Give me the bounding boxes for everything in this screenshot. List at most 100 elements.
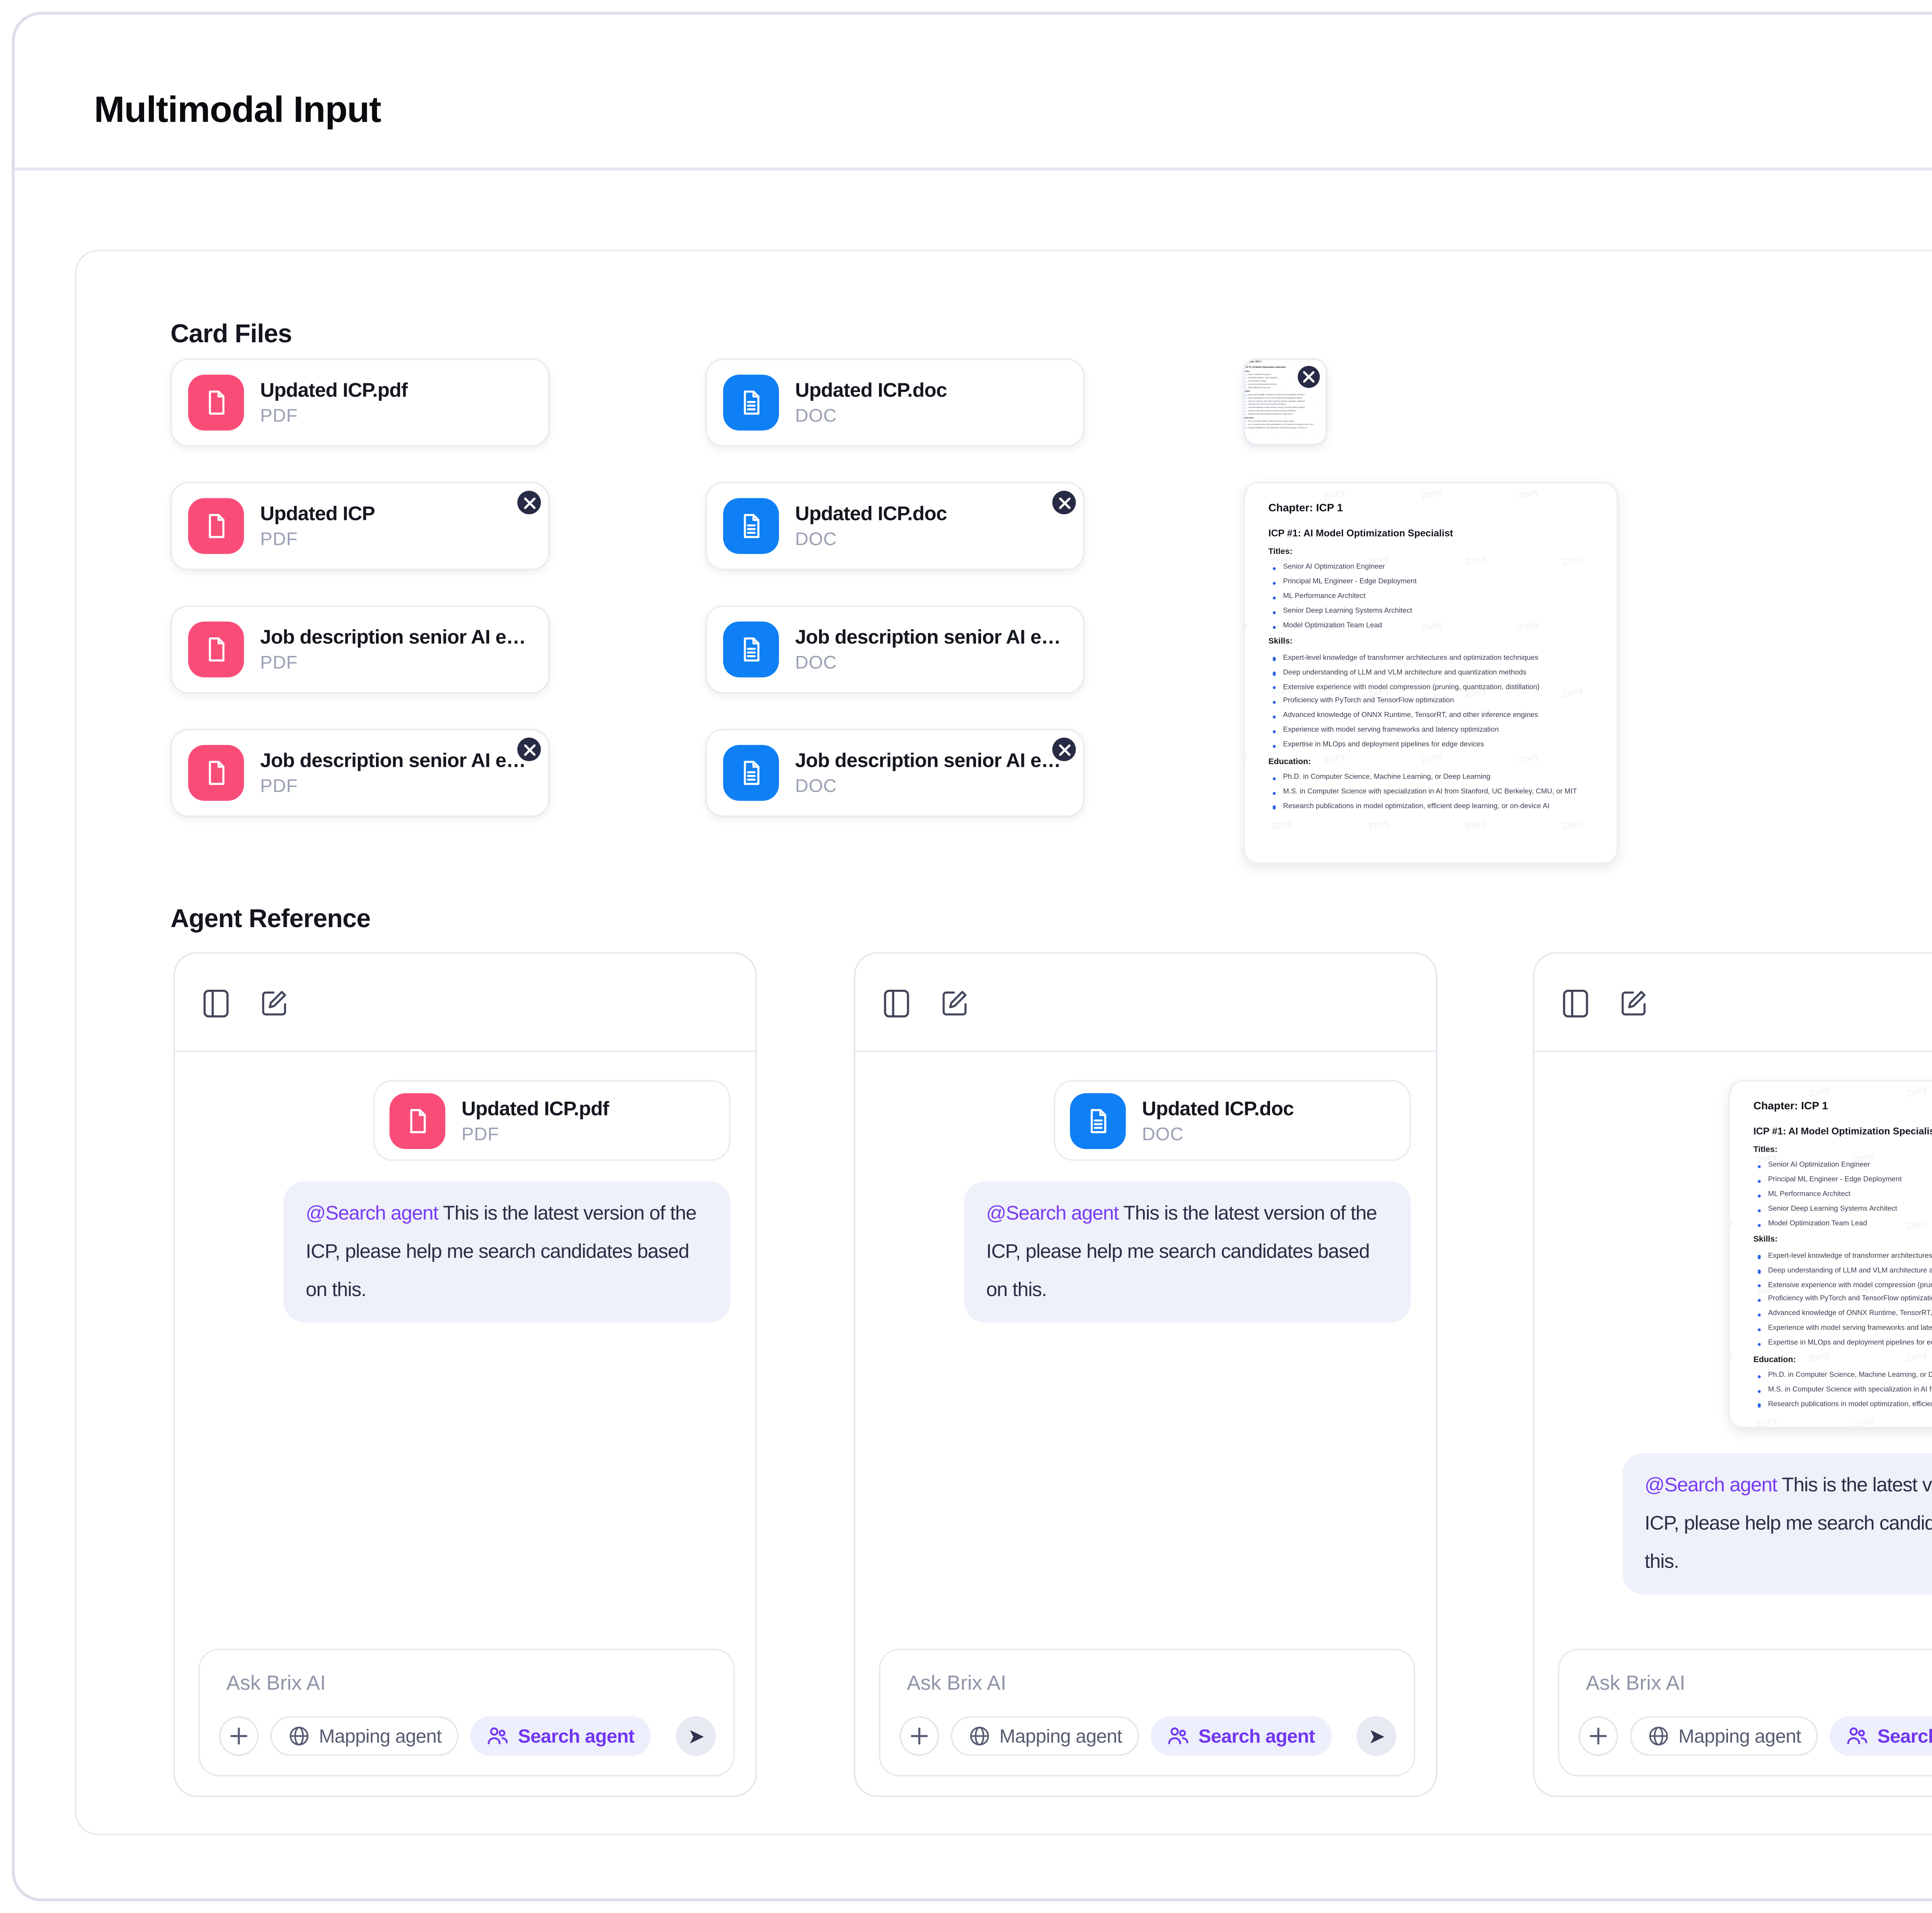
document-bullet: Principal ML Engineer - Edge Deployment — [1245, 377, 1326, 379]
document-bullet-list: Expert-level knowledge of transformer ar… — [1269, 655, 1594, 750]
document-bullet: Experience with model serving frameworks… — [1269, 728, 1594, 736]
user-message-bubble: @Search agent This is the latest version… — [284, 1181, 731, 1323]
document-bullet: Expert-level knowledge of transformer ar… — [1269, 655, 1594, 663]
file-name: Job description senior AI engi... — [795, 626, 1071, 648]
send-button[interactable] — [676, 1716, 716, 1756]
watermark-text: Zoey — [1464, 817, 1488, 833]
bullet-dot — [1758, 1284, 1761, 1288]
search-agent-chip[interactable]: Search agent — [1151, 1716, 1331, 1756]
mapping-agent-chip[interactable]: Mapping agent — [1630, 1716, 1819, 1756]
document-bullet: Senior AI Optimization Engineer — [1245, 374, 1326, 376]
document-section-heading: Skills: — [1245, 390, 1250, 392]
watermark-text: Zoey — [1270, 817, 1294, 833]
bullet-dot — [1246, 394, 1247, 396]
panel-body: Updated ICP.doc DOC @Search agent This i… — [855, 1052, 1436, 1796]
sidebar-toggle-icon[interactable] — [198, 984, 233, 1021]
document-section-heading: Education: — [1753, 1356, 1796, 1365]
document-title: Chapter: ICP 1 — [1268, 501, 1343, 515]
bullet-dot — [1246, 421, 1247, 422]
file-card[interactable]: Updated ICP PDF — [170, 482, 550, 570]
file-name: Updated ICP.doc — [1142, 1097, 1294, 1119]
document-bullet: Model Optimization Team Lead — [1245, 387, 1326, 389]
document-preview-card[interactable]: Zoey Zoey Zoey Zoey Zoey Zoey Zoey Zoey Zoey Zoey… — [1243, 482, 1618, 864]
pdf-file-icon — [188, 745, 244, 801]
agent-mention[interactable]: @Search agent — [1645, 1474, 1777, 1496]
chat-input-box[interactable]: Mapping agent Search agent — [198, 1648, 735, 1777]
chat-input-toolbar: Mapping agent Search agent — [899, 1716, 1396, 1756]
attached-file-card[interactable]: Updated ICP.pdf PDF — [373, 1080, 731, 1161]
search-agent-chip[interactable]: Search agent — [1830, 1716, 1932, 1756]
agent-panel-doc: Updated ICP.doc DOC @Search agent This i… — [854, 952, 1437, 1797]
document-section-heading: Titles: — [1753, 1146, 1777, 1155]
document-subtitle: ICP #1: AI Model Optimization Specialist — [1268, 529, 1453, 539]
file-type: PDF — [260, 652, 298, 673]
file-card[interactable]: Updated ICP.doc DOC — [705, 482, 1085, 570]
document-bullet: Experience with model serving frameworks… — [1245, 410, 1326, 412]
users-icon — [1168, 1727, 1189, 1745]
bullet-dot — [1758, 1209, 1761, 1212]
document-thumbnail[interactable]: Zoey Zoey Zoey Zoey Zoey Zoey Zoey Zoey Zoey Zoey… — [1243, 358, 1327, 445]
sidebar-toggle-icon[interactable] — [1558, 984, 1593, 1021]
watermark-text: Zoey — [1243, 751, 1250, 767]
agent-mention[interactable]: @Search agent — [306, 1202, 439, 1224]
attached-file-card[interactable]: Updated ICP.doc DOC — [1054, 1080, 1411, 1161]
file-card[interactable]: Job description senior AI engi... PDF — [170, 605, 550, 694]
document-bullet: Ph.D. in Computer Science, Machine Learn… — [1753, 1373, 1932, 1381]
document-bullet-list: Senior AI Optimization Engineer Principal… — [1245, 374, 1326, 389]
sidebar-toggle-icon[interactable] — [879, 984, 914, 1021]
mapping-agent-chip[interactable]: Mapping agent — [270, 1716, 459, 1756]
file-card[interactable]: Job description senior AI engi... PDF — [170, 729, 550, 817]
file-name: Updated ICP.doc — [795, 502, 947, 525]
edit-icon[interactable] — [256, 984, 291, 1021]
document-bullet: ML Performance Architect — [1269, 594, 1594, 602]
edit-icon[interactable] — [936, 984, 971, 1021]
file-card[interactable]: Job description senior AI engi... DOC — [705, 605, 1085, 694]
remove-file-button[interactable] — [1052, 737, 1076, 761]
remove-file-button[interactable] — [517, 737, 541, 761]
document-bullet: Expert-level knowledge of transformer ar… — [1245, 394, 1326, 396]
edit-icon[interactable] — [1615, 984, 1650, 1021]
watermark-text: Zoey — [1243, 487, 1250, 502]
remove-file-button[interactable] — [517, 491, 541, 515]
mapping-agent-chip[interactable]: Mapping agent — [951, 1716, 1140, 1756]
watermark-text: Zoey — [1728, 1217, 1735, 1232]
bullet-dot — [1758, 1328, 1761, 1332]
doc-file-icon — [723, 745, 779, 801]
remove-file-button[interactable] — [1052, 491, 1076, 515]
watermark-text: Zoey — [1315, 434, 1320, 438]
chat-input-box[interactable]: Mapping agent Search agent — [879, 1648, 1415, 1777]
chat-input-toolbar: Mapping agent Search agent — [1578, 1716, 1932, 1756]
add-attachment-button[interactable] — [1578, 1716, 1618, 1756]
pdf-file-icon — [389, 1092, 446, 1148]
file-meta: Updated ICP.doc DOC — [1142, 1097, 1398, 1144]
document-bullet: Extensive experience with model compress… — [1753, 1282, 1932, 1290]
remove-thumbnail-button[interactable] — [1298, 366, 1320, 388]
document-bullet: ML Performance Architect — [1245, 381, 1326, 382]
chat-input[interactable] — [904, 1662, 1374, 1703]
document-bullet: Advanced knowledge of ONNX Runtime, Tens… — [1245, 407, 1326, 409]
attached-document-preview[interactable]: Zoey Zoey Zoey Zoey Zoey Zoey Zoey Zoey Zoey Zoey… — [1728, 1080, 1932, 1429]
bullet-dot — [1758, 1179, 1761, 1183]
agent-mention[interactable]: @Search agent — [986, 1202, 1119, 1224]
file-type: PDF — [461, 1123, 499, 1144]
document-bullet: Principal ML Engineer - Edge Deployment — [1753, 1177, 1932, 1185]
add-attachment-button[interactable] — [899, 1716, 939, 1756]
file-card[interactable]: Updated ICP.pdf PDF — [170, 358, 550, 447]
document-bullet: Proficiency with PyTorch and TensorFlow … — [1269, 698, 1594, 707]
document-bullet-list: Ph.D. in Computer Science, Machine Learn… — [1753, 1373, 1932, 1410]
bullet-dot — [1272, 567, 1276, 571]
search-agent-chip[interactable]: Search agent — [471, 1716, 651, 1756]
file-card[interactable]: Job description senior AI engi... DOC — [705, 729, 1085, 817]
watermark-text: Zoey — [1728, 1085, 1735, 1100]
chat-input-box[interactable]: Mapping agent Search agent — [1558, 1648, 1932, 1777]
chat-input[interactable] — [223, 1662, 694, 1703]
watermark-text: Zoey — [1250, 434, 1256, 438]
send-button[interactable] — [1356, 1716, 1396, 1756]
doc-file-icon — [723, 621, 779, 678]
document-bullet: Experience with model serving frameworks… — [1753, 1326, 1932, 1334]
file-meta: Job description senior AI engi... DOC — [795, 749, 1071, 797]
chat-input[interactable] — [1583, 1662, 1932, 1703]
watermark-text: Zoey — [1293, 434, 1299, 438]
add-attachment-button[interactable] — [219, 1716, 259, 1756]
file-card[interactable]: Updated ICP.doc DOC — [705, 358, 1085, 447]
